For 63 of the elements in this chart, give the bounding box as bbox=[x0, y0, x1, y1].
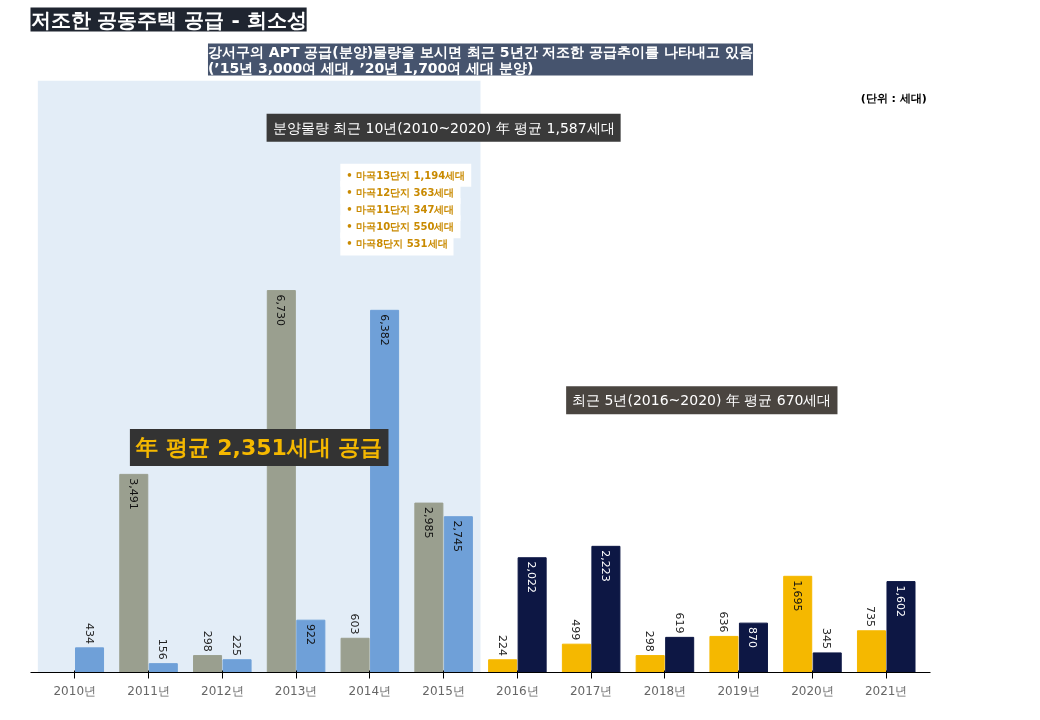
text: 분양물량 최근 10년(2010~2020) 年 평균 1,587세대 bbox=[272, 119, 615, 136]
bar bbox=[296, 619, 326, 673]
data-label: 1,695 bbox=[790, 580, 804, 612]
data-label: 2,223 bbox=[598, 550, 612, 582]
data-label: 156 bbox=[156, 638, 170, 660]
bar bbox=[119, 473, 149, 673]
data-label: 735 bbox=[864, 605, 878, 627]
chart-title: 저조한 공동주택 공급 - 희소성 bbox=[30, 7, 307, 32]
annotation: 최근 5년(2016~2020) 年 평균 670세대 bbox=[572, 392, 832, 409]
bar bbox=[340, 637, 370, 673]
bar bbox=[783, 575, 813, 673]
data-label: 6,382 bbox=[377, 314, 391, 346]
x-tick-label: 2010년 bbox=[53, 683, 97, 698]
text: (단위 : 세대) bbox=[860, 91, 927, 105]
x-tick-label: 2012년 bbox=[201, 683, 244, 698]
x-tick-label: 2019년 bbox=[717, 683, 760, 698]
data-label: 298 bbox=[200, 630, 214, 652]
bar bbox=[488, 659, 518, 673]
x-tick-label: 2014년 bbox=[348, 683, 392, 698]
data-label: 434 bbox=[82, 623, 96, 645]
bar bbox=[148, 663, 178, 673]
bar bbox=[591, 545, 621, 673]
data-label: 298 bbox=[643, 630, 657, 652]
x-tick-label: 2011년 bbox=[127, 683, 170, 698]
bar bbox=[517, 557, 547, 673]
data-label: 2,022 bbox=[525, 561, 539, 594]
bar bbox=[193, 655, 223, 673]
bar bbox=[856, 630, 886, 673]
bar bbox=[561, 643, 591, 673]
data-label: 2,985 bbox=[421, 506, 435, 539]
x-tick-label: 2020년 bbox=[791, 683, 834, 698]
bar bbox=[665, 636, 695, 673]
bar bbox=[709, 635, 739, 673]
bar bbox=[635, 655, 665, 673]
text: • 마곡13단지 1,194세대 • 마곡12단지 363세대 • 마곡11단지 347세대 • 마곡10단지 550세대 • 마곡8단지 531세대 bbox=[346, 169, 466, 250]
x-tick-label: 2015년 bbox=[422, 683, 465, 698]
x-tick-label: 2021년 bbox=[864, 683, 908, 698]
data-label: 636 bbox=[716, 611, 730, 633]
data-label: 870 bbox=[746, 626, 760, 648]
data-label: 499 bbox=[569, 619, 583, 641]
data-label: 619 bbox=[672, 612, 686, 634]
data-label: 6,730 bbox=[274, 294, 288, 326]
bar bbox=[738, 622, 768, 673]
chart-subtitle: 강서구의 APT 공급(분양)물량을 보시면 최근 5년간 저조한 공급추이를 나타내고 있음 (’15년 3,000여 세대, ’20년 1,700여 세대 분양) bbox=[207, 43, 754, 76]
data-label: 225 bbox=[230, 634, 244, 656]
bar bbox=[443, 516, 473, 673]
bar bbox=[812, 652, 842, 673]
x-tick-label: 2013년 bbox=[274, 683, 318, 698]
data-label: 3,491 bbox=[126, 478, 140, 510]
data-label: 345 bbox=[820, 628, 834, 650]
data-label: 603 bbox=[348, 613, 362, 635]
data-label: 2,745 bbox=[451, 520, 465, 553]
x-tick-label: 2018년 bbox=[643, 683, 687, 698]
x-tick-label: 2016년 bbox=[496, 683, 539, 698]
data-label: 224 bbox=[495, 634, 509, 656]
data-label: 1,602 bbox=[893, 585, 907, 617]
annotation: 年 평균 2,351세대 공급 bbox=[134, 435, 383, 461]
bar bbox=[222, 659, 252, 673]
x-tick-label: 2017년 bbox=[569, 683, 613, 698]
bar bbox=[886, 581, 916, 673]
bar bbox=[75, 647, 105, 673]
data-label: 922 bbox=[303, 623, 317, 645]
bar bbox=[414, 502, 444, 673]
